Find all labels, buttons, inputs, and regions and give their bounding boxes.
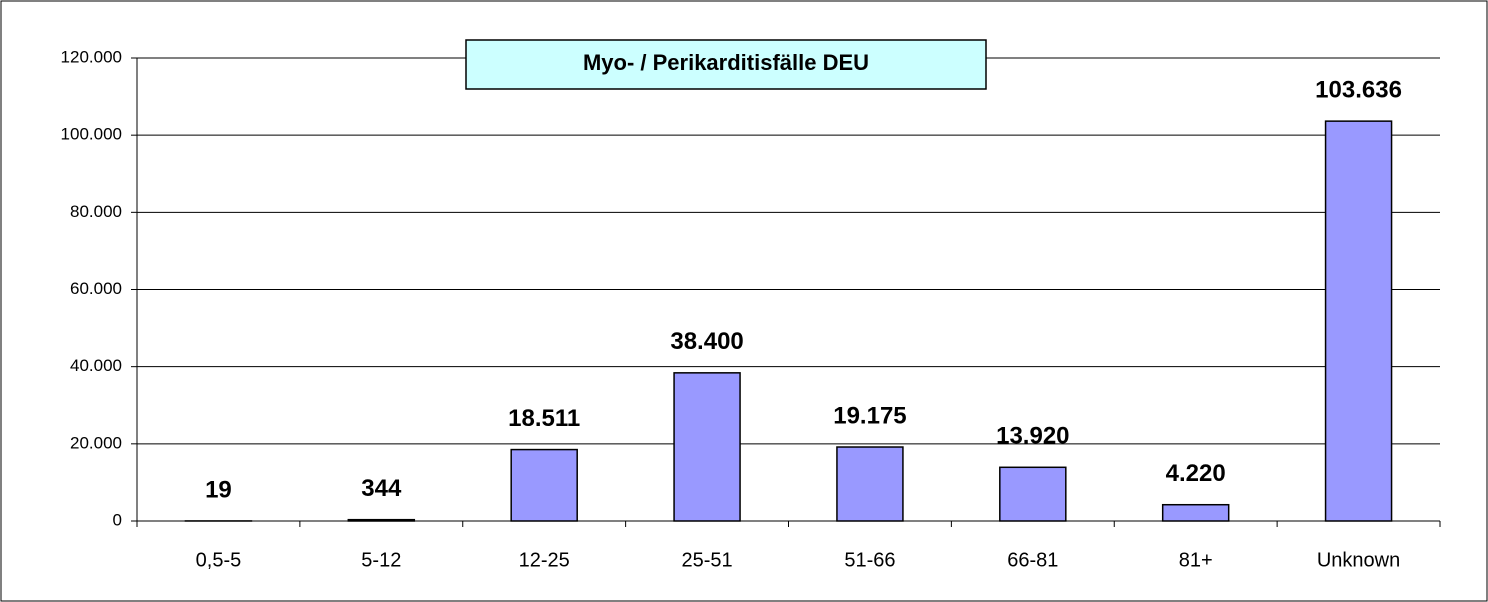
bar — [836, 446, 904, 522]
bar — [673, 372, 741, 522]
x-tick-label: 81+ — [1179, 549, 1213, 571]
x-tick-label: 5-12 — [361, 549, 401, 571]
y-tick-label: 80.000 — [70, 202, 122, 221]
bar — [1161, 503, 1230, 522]
value-label: 13.920 — [996, 423, 1069, 450]
bar — [510, 448, 578, 522]
value-label: 38.400 — [670, 328, 743, 355]
plot-area: 0 20.000 40.000 60.000 80.000 100.000 120.000 0… — [61, 47, 1441, 571]
y-tick-label: 20.000 — [70, 433, 122, 452]
value-label: 19 — [205, 476, 232, 503]
value-label: 344 — [361, 475, 402, 502]
x-tick-label: 12-25 — [519, 549, 570, 571]
y-tick-label: 40.000 — [70, 356, 122, 375]
title-box — [465, 39, 987, 90]
y-tick-label: 60.000 — [70, 279, 122, 298]
value-label: 4.220 — [1166, 460, 1226, 487]
bar — [347, 518, 416, 522]
bar — [1324, 120, 1393, 522]
y-tick-label: 0 — [113, 510, 122, 529]
y-tick-label: 100.000 — [61, 125, 122, 144]
x-tick-label: Unknown — [1317, 549, 1400, 571]
value-label: 103.636 — [1315, 76, 1402, 103]
x-tick-label: 0,5-5 — [196, 549, 242, 571]
value-label: 18.511 — [508, 405, 580, 432]
x-tick-label: 25-51 — [681, 549, 732, 571]
x-tick-label: 51-66 — [844, 549, 895, 571]
bar — [999, 466, 1067, 522]
chart-title: Myo- / Perikarditisfälle DEU — [583, 50, 869, 75]
value-label: 19.175 — [833, 402, 906, 429]
x-tick-label: 66-81 — [1007, 549, 1058, 571]
y-tick-label: 120.000 — [61, 47, 122, 66]
